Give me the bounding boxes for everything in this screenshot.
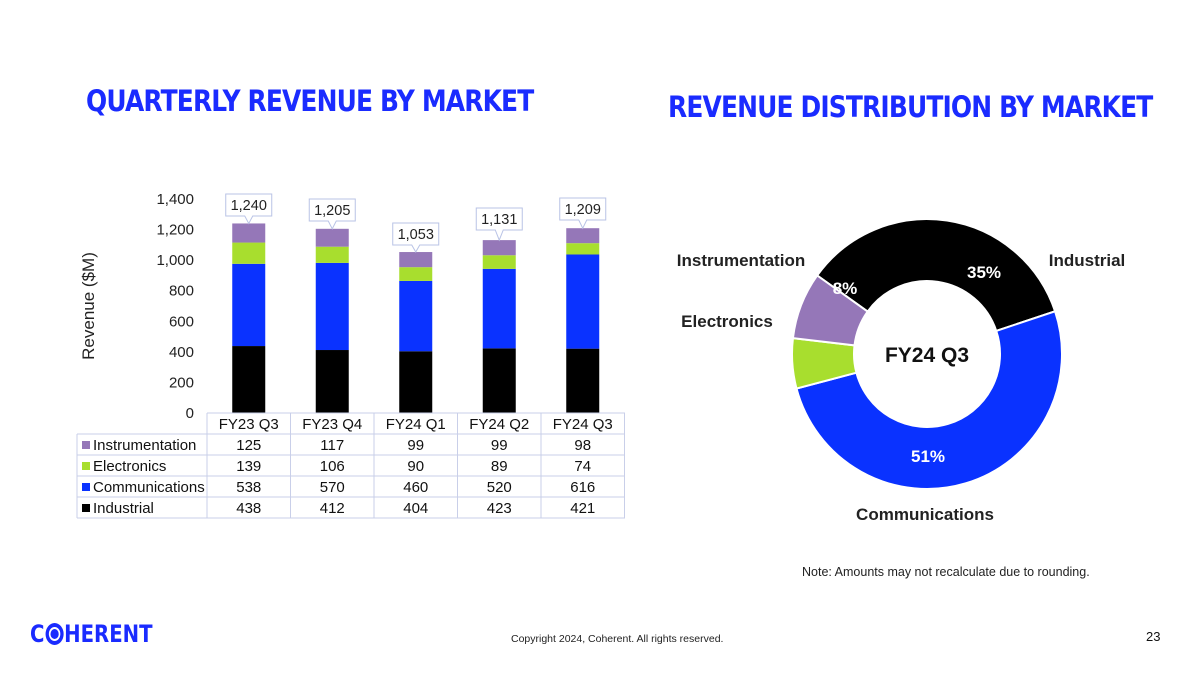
table-value: 139	[236, 458, 261, 475]
table-value: 460	[403, 479, 428, 496]
bar-segment-communications	[399, 280, 433, 352]
bar-segment-instrumentation	[232, 223, 266, 243]
page-number: 23	[1146, 629, 1161, 644]
globe-icon	[45, 623, 64, 645]
table-value: 570	[320, 479, 345, 496]
logo-text-right: HERENT	[64, 620, 153, 648]
table-value: 421	[570, 500, 595, 517]
table-value: 616	[570, 479, 595, 496]
x-category-label: FY24 Q3	[553, 416, 613, 433]
total-callout-box	[225, 193, 273, 225]
table-value: 74	[574, 458, 591, 475]
copyright-text: Copyright 2024, Coherent. All rights res…	[511, 633, 724, 645]
bar-segment-electronics	[315, 246, 349, 263]
y-tick-label: 800	[169, 283, 194, 300]
legend-swatch-electronics	[82, 462, 90, 470]
bar-chart-title: QUARTERLY REVENUE BY MARKET	[86, 84, 534, 118]
donut-slice-communications	[795, 310, 1063, 490]
table-value: 423	[487, 500, 512, 517]
bar-segment-instrumentation	[566, 228, 600, 244]
total-label: 1,053	[398, 227, 434, 243]
slice-name-label: Electronics	[681, 312, 773, 331]
bar-segment-communications	[232, 263, 266, 347]
slice-percent-label: 51%	[911, 447, 945, 466]
legend-swatch-communications	[82, 483, 90, 491]
table-value: 404	[403, 500, 428, 517]
slice-percent-label: 35%	[967, 263, 1001, 282]
bar-segment-industrial	[399, 351, 433, 413]
legend-label: Industrial	[93, 500, 154, 517]
slice-percent-label: 8%	[833, 279, 858, 298]
table-value: 438	[236, 500, 261, 517]
table-value: 89	[491, 458, 508, 475]
y-tick-label: 600	[169, 313, 194, 330]
rounding-note: Note: Amounts may not recalculate due to…	[802, 565, 1090, 579]
y-tick-label: 0	[186, 405, 194, 422]
y-tick-label: 1,400	[156, 191, 194, 208]
total-callout-box	[559, 197, 607, 230]
table-value: 99	[407, 437, 424, 454]
bar-segment-industrial	[315, 350, 349, 413]
total-label: 1,205	[314, 203, 350, 219]
table-value: 125	[236, 437, 261, 454]
bar-segment-instrumentation	[482, 240, 516, 256]
bar-segment-industrial	[482, 348, 516, 413]
bar-segment-industrial	[566, 348, 600, 413]
x-category-label: FY24 Q1	[386, 416, 446, 433]
total-label: 1,131	[481, 212, 517, 228]
bar-segment-communications	[315, 262, 349, 351]
table-value: 99	[491, 437, 508, 454]
bar-segment-instrumentation	[315, 228, 349, 247]
y-tick-label: 1,000	[156, 252, 194, 269]
bar-segment-communications	[566, 254, 600, 349]
table-value: 412	[320, 500, 345, 517]
y-tick-label: 200	[169, 374, 194, 391]
legend-label: Electronics	[93, 458, 166, 475]
x-category-label: FY23 Q4	[302, 416, 362, 433]
legend-label: Communications	[93, 479, 205, 496]
table-value: 106	[320, 458, 345, 475]
bar-segment-communications	[482, 268, 516, 349]
legend-label: Instrumentation	[93, 437, 196, 454]
bar-segment-electronics	[399, 267, 433, 281]
table-value: 117	[320, 437, 344, 454]
total-callout-box	[475, 207, 523, 242]
y-tick-label: 1,200	[156, 222, 194, 239]
y-axis-label: Revenue ($M)	[79, 252, 98, 360]
coherent-logo: C HERENT	[30, 620, 153, 648]
table-value: 520	[487, 479, 512, 496]
total-callout-box	[308, 198, 356, 230]
donut-center-label: FY24 Q3	[885, 344, 969, 367]
slice-name-label: Instrumentation	[677, 251, 805, 270]
total-label: 1,240	[231, 198, 267, 214]
bar-segment-electronics	[566, 243, 600, 255]
bar-segment-electronics	[482, 255, 516, 269]
total-label: 1,209	[565, 202, 601, 218]
donut-slice-industrial	[815, 218, 1057, 333]
y-tick-label: 400	[169, 344, 194, 361]
bar-segment-industrial	[232, 346, 266, 413]
donut-slice-instrumentation	[791, 274, 870, 347]
logo-text-left: C	[30, 620, 45, 648]
total-callout-box	[392, 222, 440, 254]
table-value: 538	[236, 479, 261, 496]
bar-segment-instrumentation	[399, 252, 433, 268]
table-value: 90	[407, 458, 424, 475]
legend-swatch-instrumentation	[82, 441, 90, 449]
table-value: 98	[574, 437, 591, 454]
bar-segment-electronics	[232, 242, 266, 264]
slice-name-label: Communications	[856, 505, 994, 524]
donut-chart-title: REVENUE DISTRIBUTION BY MARKET	[668, 90, 1153, 124]
x-category-label: FY23 Q3	[219, 416, 279, 433]
legend-swatch-industrial	[82, 504, 90, 512]
slice-name-label: Industrial	[1049, 251, 1126, 270]
x-category-label: FY24 Q2	[469, 416, 529, 433]
